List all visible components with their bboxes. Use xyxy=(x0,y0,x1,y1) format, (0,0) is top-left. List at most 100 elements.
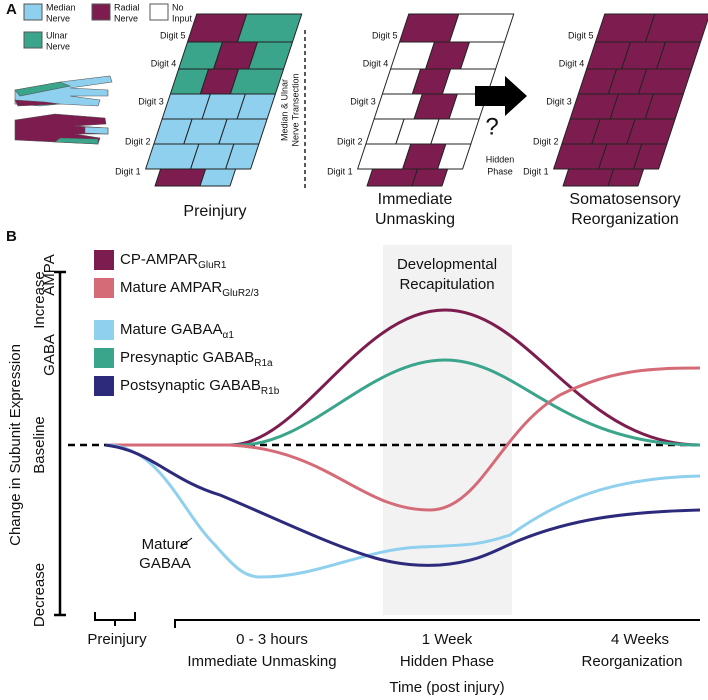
legend-label: Postsynaptic GABABR1b xyxy=(120,377,280,397)
legend-label: Nerve xyxy=(46,13,70,23)
x-tick-label: 4 Weeks xyxy=(611,631,669,648)
digit-label: Digit 5 xyxy=(160,30,186,40)
curve-presynaptic-gabab xyxy=(105,358,701,447)
annotation: GABAA xyxy=(139,555,191,572)
hidden-phase-label: Hidden xyxy=(486,154,515,164)
map-cell xyxy=(154,168,207,187)
legend-name: Presynaptic GABAB xyxy=(120,349,254,366)
curve-cp-ampar xyxy=(105,308,701,447)
digit-label: Digit 2 xyxy=(125,136,151,146)
legend-subscript: α1 xyxy=(223,330,235,341)
map-cell xyxy=(449,13,515,43)
legend: CP-AMPARGluR1 Mature AMPARGluR2/3 Mature G… xyxy=(94,250,280,397)
curve-mature-gabaa xyxy=(104,443,701,579)
group-label: GABA xyxy=(41,334,58,376)
digit-label: Digit 1 xyxy=(327,166,353,176)
map-cell xyxy=(430,118,480,145)
legend-swatch xyxy=(149,3,169,21)
shaded-label: Developmental xyxy=(397,256,497,273)
digit-label: Digit 4 xyxy=(363,58,389,68)
legend-label: Median xyxy=(46,2,76,12)
legend-subscript: R1b xyxy=(261,386,280,397)
legend-label: Mature GABAAα1 xyxy=(120,321,234,341)
digit-label: Digit 3 xyxy=(546,96,572,106)
question-mark: ? xyxy=(485,113,498,140)
legend-label: Nerve xyxy=(114,13,138,23)
maps: Digit 5 Digit 4 Digit 3 Digit 2 Digit 1 Digit… xyxy=(115,13,708,187)
legend-swatch xyxy=(23,31,43,49)
curve-mature-ampar xyxy=(105,366,701,512)
legend-subscript: GluR2/3 xyxy=(222,288,259,299)
map-caption: Unmasking xyxy=(375,211,455,228)
map-cell xyxy=(399,13,460,43)
transection-label: Nerve Transection xyxy=(290,73,300,146)
x-tick-label: Preinjury xyxy=(87,631,147,648)
legend-name: Postsynaptic GABAB xyxy=(120,377,261,394)
shaded-region xyxy=(383,245,512,615)
map-cell xyxy=(633,143,668,170)
map-cell xyxy=(357,143,412,170)
y-axis-title: Change in Subunit Expression xyxy=(7,344,24,546)
arrow xyxy=(475,76,527,116)
digit-label: Digit 5 xyxy=(372,30,398,40)
map-cell xyxy=(199,168,237,187)
hidden-phase-label: Phase xyxy=(487,166,513,176)
legend-swatch xyxy=(94,376,114,396)
y-axis-label: Increase xyxy=(31,271,48,329)
digit-label: Digit 2 xyxy=(337,136,363,146)
digit-label: Digit 3 xyxy=(138,96,164,106)
digit-label: Digit 3 xyxy=(350,96,376,106)
hand-icon xyxy=(14,75,113,145)
legend-label: Mature AMPARGluR2/3 xyxy=(120,279,259,299)
legend-subscript: GluR1 xyxy=(198,260,227,271)
map-caption: Somatosensory xyxy=(569,191,680,208)
annotation: Mature xyxy=(142,536,189,553)
map-cell xyxy=(225,143,260,170)
legend-subscript: R1a xyxy=(254,358,273,369)
legend-swatch xyxy=(94,278,114,298)
digit-label: Digit 1 xyxy=(115,166,141,176)
x-tick-label: Hidden Phase xyxy=(400,653,494,670)
transection-label: Median & Ulnar xyxy=(279,79,289,141)
x-axis-title: Time (post injury) xyxy=(389,679,504,696)
shaded-label: Recapitulation xyxy=(399,276,494,293)
map-cell xyxy=(626,118,676,145)
x-bracket xyxy=(94,612,136,626)
legend-label: No xyxy=(172,2,184,12)
x-axis xyxy=(174,619,700,628)
legend-label: Nerve xyxy=(46,41,70,51)
group-label: AMPA xyxy=(41,254,58,295)
y-axis-label: Baseline xyxy=(31,416,48,474)
map-caption: Preinjury xyxy=(183,203,246,220)
map-cell xyxy=(607,168,645,187)
x-tick-label: 1 Week xyxy=(422,631,473,648)
legend-swatch xyxy=(91,3,111,21)
map-cell xyxy=(645,13,708,43)
map-cell xyxy=(437,143,472,170)
legend-swatch xyxy=(94,320,114,340)
map-cell xyxy=(237,13,303,43)
digit-label: Digit 2 xyxy=(533,136,559,146)
legend-swatch xyxy=(23,3,43,21)
legend-label: CP-AMPARGluR1 xyxy=(120,251,227,271)
x-tick-label: Immediate Unmasking xyxy=(187,653,336,670)
map-cell xyxy=(366,168,419,187)
map-caption: Immediate xyxy=(378,191,453,208)
map-cell xyxy=(637,68,693,95)
legend-label: Input xyxy=(172,13,193,23)
legend-label: Ulnar xyxy=(46,30,68,40)
legend-name: Mature GABAA xyxy=(120,321,223,338)
map-cell xyxy=(229,68,285,95)
x-tick-label: 0 - 3 hours xyxy=(236,631,308,648)
legend-swatch xyxy=(94,348,114,368)
map-cell xyxy=(562,168,615,187)
map-cell xyxy=(595,13,656,43)
map-caption: Reorganization xyxy=(571,211,679,228)
digit-label: Digit 4 xyxy=(151,58,177,68)
digit-label: Digit 4 xyxy=(559,58,585,68)
legend-name: CP-AMPAR xyxy=(120,251,198,268)
legend-label: Radial xyxy=(114,2,140,12)
legend-swatch xyxy=(94,250,114,270)
annotation-line xyxy=(179,537,193,548)
